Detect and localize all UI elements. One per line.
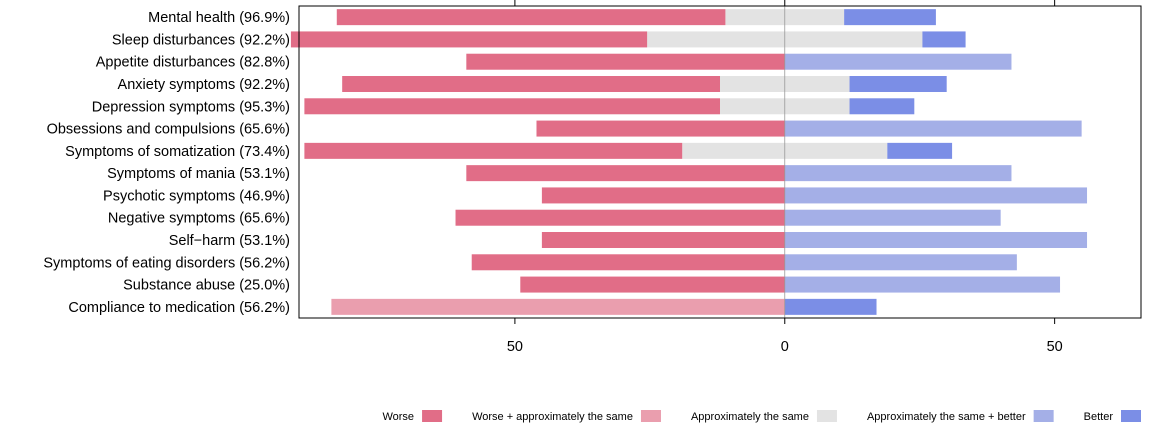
legend-label: Worse (382, 411, 414, 423)
legend-label: Worse + approximately the same (472, 411, 633, 423)
bar-approximately-the-same-better (784, 120, 1082, 137)
bar-worse-approximately-the-same (331, 298, 785, 315)
category-label: Mental health (96.9%) (148, 10, 290, 26)
bar-approximately-the-same-better (784, 165, 1012, 182)
bar-better (849, 76, 947, 92)
legend-label: Approximately the same (691, 411, 809, 423)
bar-worse (466, 165, 785, 182)
bar-worse (541, 187, 785, 204)
category-label: Obsessions and compulsions (65.6%) (47, 122, 290, 138)
legend-swatch (640, 410, 661, 422)
bar-worse (455, 209, 785, 226)
legend-label: Better (1084, 411, 1114, 423)
legend-swatch (1121, 410, 1141, 422)
legend-swatch (816, 410, 837, 422)
x-tick-label: 50 (1047, 339, 1063, 355)
category-label: Compliance to medication (56.2%) (68, 300, 290, 316)
bar-better (922, 31, 966, 48)
bar-worse (342, 76, 720, 92)
category-label: Symptoms of somatization (73.4%) (65, 144, 290, 160)
x-tick-label: 50 (507, 339, 523, 355)
bar-worse (304, 98, 720, 115)
category-label: Appetite disturbances (82.8%) (96, 55, 290, 71)
bar-approximately-the-same-better (784, 209, 1001, 226)
legend-swatch (1033, 410, 1054, 422)
plot-frame (298, 5, 1142, 319)
category-label: Symptoms of mania (53.1%) (107, 166, 290, 182)
bar-worse (290, 31, 648, 48)
legend-swatch (422, 410, 443, 422)
bar-approximately-the-same-better (784, 276, 1061, 293)
category-label: Anxiety symptoms (92.2%) (118, 77, 290, 93)
category-labels: Mental health (96.9%) Sleep disturbances … (43, 10, 290, 316)
bars-layer (290, 9, 1088, 315)
bar-better (844, 9, 936, 26)
category-label: Depression symptoms (95.3%) (92, 99, 290, 115)
bar-worse (471, 254, 785, 271)
bar-worse (304, 142, 683, 159)
legend-label: Approximately the same + better (867, 411, 1026, 423)
category-label: Psychotic symptoms (46.9%) (103, 188, 290, 204)
legend: Worse Worse + approximately the same Appro… (382, 410, 1141, 423)
bar-approximately-the-same-better (784, 187, 1088, 204)
bar-approximately-the-same-better (784, 53, 1012, 70)
bar-better (784, 298, 877, 315)
bar-worse (336, 9, 726, 26)
axis-ticks: 50 0 50 (507, 0, 1063, 355)
category-label: Sleep disturbances (92.2%) (112, 32, 290, 48)
bar-better (849, 98, 915, 115)
bar-approximately-the-same-better (784, 254, 1017, 271)
category-label: Negative symptoms (65.6%) (108, 211, 290, 227)
category-label: Self−harm (53.1%) (169, 233, 290, 249)
bar-worse (536, 120, 785, 137)
category-label: Substance abuse (25.0%) (123, 278, 290, 294)
bar-worse (541, 232, 785, 248)
category-label: Symptoms of eating disorders (56.2%) (43, 255, 290, 271)
bar-better (887, 142, 953, 159)
x-tick-label: 0 (781, 339, 789, 355)
bar-worse (520, 276, 785, 293)
bar-approximately-the-same-better (784, 232, 1088, 248)
bar-worse (466, 53, 785, 70)
